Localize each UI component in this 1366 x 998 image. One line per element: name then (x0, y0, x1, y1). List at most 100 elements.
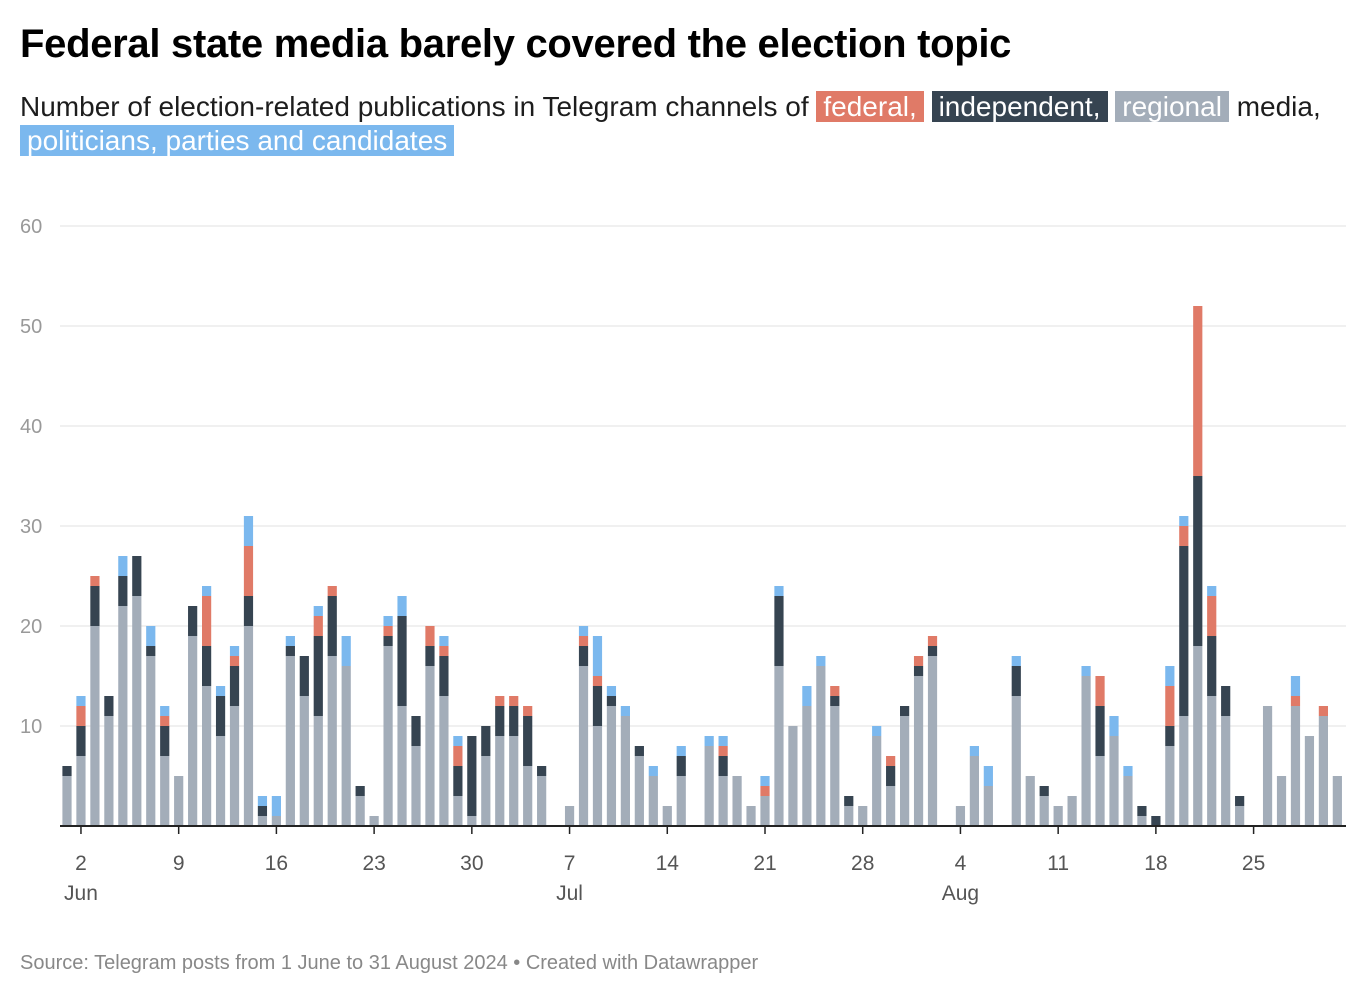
politicians-bar-segment (383, 616, 393, 626)
independent-bar-segment (285, 646, 295, 656)
federal-bar-segment (229, 656, 240, 666)
independent-bar-segment (634, 746, 644, 756)
federal-bar-segment (313, 616, 323, 636)
regional-bar-segment (774, 666, 784, 826)
politicians-bar-segment (146, 626, 156, 646)
regional-bar-segment (397, 706, 407, 826)
independent-bar-segment (62, 766, 72, 776)
regional-bar-segment (1276, 776, 1287, 826)
federal-bar-segment (439, 646, 449, 656)
independent-bar-segment (76, 726, 86, 756)
politicians-bar-segment (215, 686, 226, 696)
independent-bar-segment (453, 766, 463, 796)
politicians-bar-segment (816, 656, 826, 666)
stacked-bar-chart: 10 20 30 40 50 60 2 Jun 9 16 23 30 7 Jul 14 21 28 4 Aug 11 1… (20, 216, 1346, 905)
federal-bar-segment (425, 626, 435, 646)
chart-subtitle: Number of election-related publications … (20, 90, 1340, 158)
federal-bar-segment (913, 656, 924, 666)
independent-bar-segment (1165, 726, 1175, 746)
regional-bar-segment (174, 776, 184, 826)
independent-bar-segment (592, 686, 603, 726)
y-tick-label: 50 (20, 316, 42, 338)
regional-bar-segment (285, 656, 295, 826)
regional-bar-segment (886, 786, 896, 826)
regional-bar-segment (983, 786, 993, 826)
independent-bar-segment (215, 696, 226, 736)
regional-bar-segment (704, 746, 714, 826)
regional-bar-segment (1318, 716, 1328, 826)
regional-bar-segment (844, 806, 854, 826)
federal-bar-segment (202, 596, 212, 646)
x-tick-label: 23 (362, 852, 385, 875)
regional-bar-segment (955, 806, 966, 826)
independent-bar-segment (299, 656, 309, 696)
politicians-bar-segment (243, 516, 254, 546)
federal-bar-segment (1290, 696, 1301, 706)
federal-bar-segment (1165, 686, 1175, 726)
independent-bar-segment (188, 606, 198, 636)
regional-bar-segment (788, 726, 798, 826)
federal-bar-segment (578, 636, 589, 646)
independent-bar-segment (1193, 476, 1203, 646)
federal-bar-segment (1318, 706, 1328, 716)
x-tick-label: 28 (851, 852, 874, 875)
federal-legend-chip: federal, (816, 91, 924, 122)
regional-bar-segment (146, 656, 156, 826)
regional-bar-segment (858, 806, 868, 826)
regional-bar-segment (76, 756, 86, 826)
regional-bar-segment (1179, 716, 1189, 826)
regional-bar-segment (620, 716, 630, 826)
regional-bar-segment (969, 756, 979, 826)
regional-bar-segment (1304, 736, 1315, 826)
regional-bar-segment (132, 596, 142, 826)
independent-bar-segment (118, 576, 128, 606)
politicians-legend-chip: politicians, parties and candidates (20, 125, 455, 156)
independent-bar-segment (537, 766, 547, 776)
federal-bar-segment (1193, 306, 1203, 476)
x-tick-label: 25 (1242, 852, 1265, 875)
independent-bar-segment (1039, 786, 1049, 796)
federal-bar-segment (495, 696, 505, 706)
regional-bar-segment (578, 666, 589, 826)
regional-bar-segment (1123, 776, 1133, 826)
regional-bar-segment (104, 716, 114, 826)
x-tick-label: 14 (656, 852, 680, 875)
regional-bar-segment (62, 776, 72, 826)
federal-bar-segment (760, 786, 770, 796)
independent-bar-segment (913, 666, 924, 676)
independent-bar-segment (90, 586, 100, 626)
regional-bar-segment (676, 776, 686, 826)
independent-bar-segment (718, 756, 728, 776)
politicians-bar-segment (257, 796, 268, 806)
federal-bar-segment (1095, 676, 1105, 706)
politicians-bar-segment (704, 736, 714, 746)
independent-bar-segment (104, 696, 114, 716)
regional-bar-segment (411, 746, 421, 826)
independent-bar-segment (844, 796, 854, 806)
independent-bar-segment (900, 706, 910, 716)
independent-bar-segment (523, 716, 533, 766)
x-tick-label: 4 (955, 852, 967, 875)
independent-bar-segment (425, 646, 435, 666)
regional-bar-segment (1095, 756, 1105, 826)
independent-bar-segment (355, 786, 365, 796)
independent-bar-segment (467, 736, 477, 816)
federal-bar-segment (830, 686, 840, 696)
independent-bar-segment (774, 596, 784, 666)
federal-bar-segment (1207, 596, 1217, 636)
regional-bar-segment (1165, 746, 1175, 826)
independent-legend-chip: independent, (931, 91, 1108, 122)
federal-bar-segment (160, 716, 170, 726)
federal-bar-segment (90, 576, 100, 586)
independent-bar-segment (411, 716, 421, 746)
independent-bar-segment (202, 646, 212, 686)
politicians-bar-segment (606, 686, 617, 696)
politicians-bar-segment (1011, 656, 1021, 666)
politicians-bar-segment (1123, 766, 1133, 776)
independent-bar-segment (676, 756, 686, 776)
regional-bar-segment (760, 796, 770, 826)
regional-bar-segment (495, 736, 505, 826)
politicians-bar-segment (76, 696, 86, 706)
regional-bar-segment (718, 776, 728, 826)
regional-bar-segment (467, 816, 477, 826)
